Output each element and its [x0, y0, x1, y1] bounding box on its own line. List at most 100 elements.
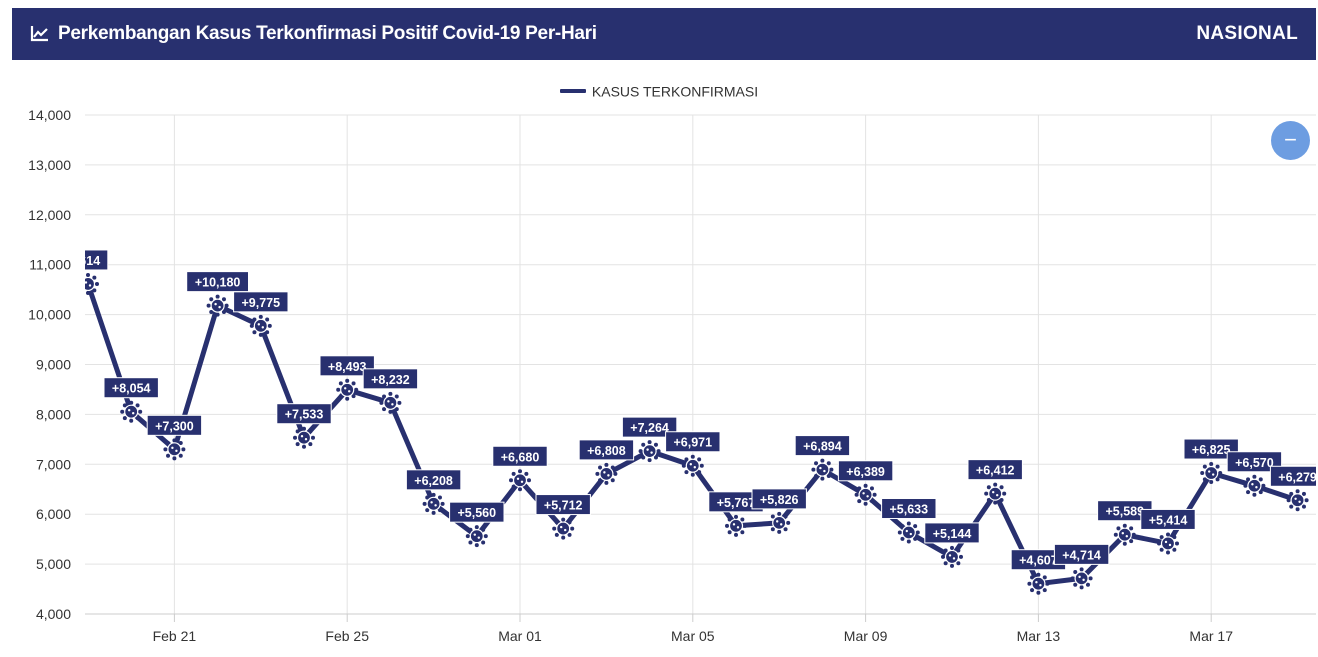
data-label: +5,414	[1140, 508, 1196, 530]
data-point-virus-icon[interactable]	[77, 272, 99, 295]
svg-text:+5,414: +5,414	[1149, 513, 1188, 527]
chart-title: Perkembangan Kasus Terkonfirmasi Positif…	[58, 23, 597, 44]
data-point-virus-icon[interactable]	[681, 454, 704, 477]
y-tick-label: 8,000	[36, 406, 71, 422]
data-point-virus-icon[interactable]	[811, 458, 834, 481]
x-tick-label: Mar 13	[1017, 628, 1061, 644]
x-tick-label: Mar 09	[844, 628, 888, 644]
data-point-virus-icon[interactable]	[725, 514, 747, 537]
data-label: +6,825	[1183, 438, 1239, 460]
data-label: +4,714	[1053, 543, 1110, 565]
data-point-virus-icon[interactable]	[638, 440, 661, 463]
svg-text:+6,894: +6,894	[803, 440, 842, 454]
data-label: +5,560	[449, 501, 505, 523]
y-tick-label: 9,000	[36, 357, 71, 373]
legend-swatch	[559, 89, 586, 94]
data-label: +6,570	[1226, 451, 1283, 473]
svg-text:+6,389: +6,389	[846, 465, 885, 479]
data-label: +8,232	[362, 368, 419, 390]
y-tick-label: 7,000	[36, 456, 71, 472]
data-point-virus-icon[interactable]	[1286, 489, 1309, 512]
data-label: +5,767	[708, 491, 764, 513]
data-point-virus-icon[interactable]	[984, 482, 1007, 505]
data-label: +5,712	[535, 494, 591, 516]
data-point-virus-icon[interactable]	[1070, 567, 1093, 590]
data-point-virus-icon[interactable]	[552, 517, 575, 540]
data-label: +6,389	[837, 460, 894, 482]
data-label: +9,775	[233, 291, 289, 313]
data-label: +7,300	[146, 414, 203, 436]
data-point-virus-icon[interactable]	[1027, 572, 1050, 595]
svg-text:+8,054: +8,054	[112, 382, 151, 396]
data-point-virus-icon[interactable]	[249, 314, 272, 337]
data-label: +4,607	[1010, 549, 1067, 571]
x-tick-label: Mar 17	[1189, 628, 1233, 644]
svg-text:+5,633: +5,633	[890, 503, 929, 517]
data-label: +10,180	[186, 271, 249, 293]
data-point-virus-icon[interactable]	[1243, 474, 1266, 497]
data-point-virus-icon[interactable]	[163, 438, 186, 461]
line-chart-icon	[30, 26, 48, 42]
data-label: +5,589	[1097, 500, 1153, 522]
svg-text:+10,180: +10,180	[195, 276, 241, 290]
data-point-virus-icon[interactable]	[379, 391, 402, 414]
data-point-virus-icon[interactable]	[509, 469, 531, 492]
data-point-virus-icon[interactable]	[854, 483, 877, 506]
data-label: +6,412	[967, 459, 1023, 481]
data-label: +5,826	[751, 488, 807, 510]
svg-text:+6,808: +6,808	[587, 444, 626, 458]
y-tick-label: 6,000	[36, 506, 71, 522]
svg-text:+6,971: +6,971	[674, 436, 713, 450]
data-point-virus-icon[interactable]	[422, 492, 445, 515]
collapse-button[interactable]: −	[1271, 121, 1310, 160]
data-point-virus-icon[interactable]	[595, 462, 618, 485]
data-label: +8,493	[319, 355, 375, 377]
data-point-virus-icon[interactable]	[1200, 462, 1223, 485]
data-point-virus-icon[interactable]	[1113, 523, 1136, 546]
y-tick-label: 13,000	[28, 157, 71, 173]
x-tick-label: Feb 21	[153, 628, 197, 644]
svg-text:+6,208: +6,208	[414, 474, 453, 488]
data-label: +7,264	[621, 416, 678, 438]
chart-header: Perkembangan Kasus Terkonfirmasi Positif…	[12, 8, 1316, 60]
data-point-virus-icon[interactable]	[941, 545, 963, 568]
svg-text:+6,680: +6,680	[501, 450, 540, 464]
data-label: +6,894	[794, 435, 851, 457]
data-point-virus-icon[interactable]	[1157, 532, 1179, 555]
data-point-virus-icon[interactable]	[206, 294, 229, 317]
data-point-virus-icon[interactable]	[293, 426, 315, 449]
y-tick-label: 12,000	[28, 207, 71, 223]
data-point-virus-icon[interactable]	[336, 378, 359, 401]
data-point-virus-icon[interactable]	[120, 400, 143, 423]
y-tick-label: 10,000	[28, 307, 71, 323]
svg-text:+8,232: +8,232	[371, 373, 410, 387]
data-label: +5,144	[924, 522, 980, 544]
data-label: +7,533	[276, 403, 332, 425]
data-point-virus-icon[interactable]	[897, 521, 920, 544]
data-point-virus-icon[interactable]	[465, 525, 488, 548]
data-label: +5,633	[881, 498, 937, 520]
y-tick-label: 5,000	[36, 556, 71, 572]
data-label: ,614	[76, 249, 109, 271]
svg-text:+8,493: +8,493	[328, 360, 367, 374]
y-tick-label: 11,000	[29, 257, 71, 273]
svg-text:,614: ,614	[76, 254, 100, 268]
y-tick-label: 4,000	[36, 606, 71, 622]
svg-text:+4,607: +4,607	[1019, 554, 1058, 568]
data-label: +6,971	[665, 431, 721, 453]
y-tick-label: 14,000	[28, 107, 71, 123]
x-tick-label: Mar 01	[498, 628, 542, 644]
data-label: +6,680	[492, 445, 548, 467]
data-label: +6,279	[1269, 465, 1317, 487]
chart-legend[interactable]: KASUS TERKONFIRMASI	[0, 82, 1318, 99]
svg-text:+6,570: +6,570	[1235, 456, 1274, 470]
svg-text:+7,533: +7,533	[285, 408, 324, 422]
svg-text:+6,279: +6,279	[1278, 470, 1317, 484]
svg-text:+6,412: +6,412	[976, 464, 1015, 478]
svg-text:+5,767: +5,767	[717, 496, 756, 510]
svg-text:+7,264: +7,264	[630, 421, 669, 435]
data-point-virus-icon[interactable]	[768, 511, 791, 534]
svg-text:+9,775: +9,775	[242, 296, 281, 310]
svg-text:+6,825: +6,825	[1192, 443, 1231, 457]
